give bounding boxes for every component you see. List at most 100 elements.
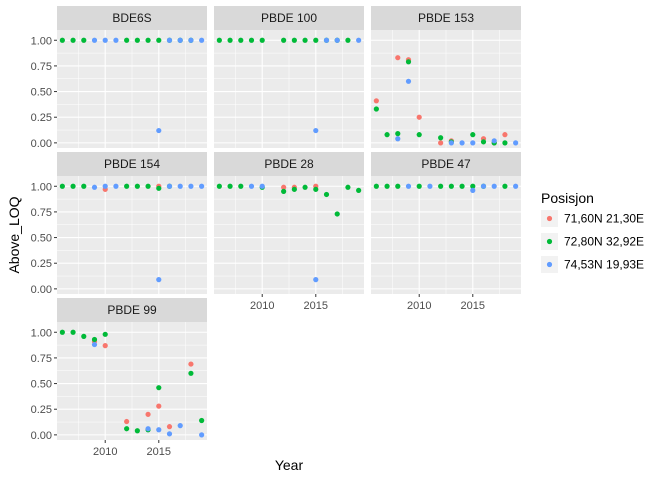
data-point [302, 37, 308, 43]
data-point [145, 426, 151, 432]
data-point [156, 185, 162, 191]
data-point [345, 37, 351, 43]
data-point [416, 114, 422, 120]
data-point [59, 183, 65, 189]
data-point [416, 132, 422, 138]
data-point [145, 183, 151, 189]
data-point [480, 139, 487, 145]
data-point [291, 186, 297, 192]
data-point [199, 37, 205, 43]
data-point [491, 183, 497, 189]
data-point [166, 424, 173, 430]
data-point [102, 331, 108, 337]
data-point [395, 136, 401, 142]
data-point [145, 37, 151, 43]
data-point [313, 186, 319, 192]
y-tick-label: 1.00 [31, 181, 52, 193]
data-point [216, 183, 222, 189]
data-point [227, 37, 233, 43]
legend-key-point [546, 261, 553, 268]
data-point [334, 211, 340, 217]
data-point [188, 37, 194, 43]
data-point [91, 341, 98, 348]
x-tick-label: 2015 [304, 300, 328, 312]
data-point [166, 431, 173, 437]
y-tick-label: 0.25 [31, 112, 52, 124]
x-tick-label: 2015 [461, 300, 485, 312]
data-point [70, 183, 76, 189]
data-point [166, 183, 173, 189]
data-point [448, 183, 454, 189]
legend-entry-label: 74,53N 19,93E [564, 258, 644, 272]
facet-title: PBDE 154 [104, 157, 160, 171]
x-tick-label: 2010 [407, 300, 431, 312]
data-point [470, 132, 476, 138]
data-point [199, 417, 205, 424]
data-point [156, 277, 162, 283]
data-point [384, 132, 390, 138]
data-point [416, 183, 422, 189]
data-point [124, 418, 130, 425]
data-point [438, 135, 444, 141]
data-point [177, 183, 183, 189]
data-point [113, 183, 119, 189]
data-point [156, 385, 162, 391]
data-point [373, 106, 379, 112]
data-point [248, 183, 255, 189]
data-point [373, 183, 379, 189]
y-tick-label: 1.00 [31, 35, 52, 47]
data-point [502, 140, 508, 146]
y-tick-label: 0.25 [31, 404, 52, 416]
facet-strip [57, 152, 207, 176]
y-tick-label: 0.25 [31, 258, 52, 270]
data-point [102, 343, 108, 349]
data-point [281, 37, 287, 43]
data-point [395, 183, 401, 189]
facet-strip [371, 6, 521, 30]
data-point [470, 187, 476, 193]
legend-key-point [546, 215, 553, 222]
y-tick-label: 0.50 [31, 379, 52, 391]
data-point [91, 37, 98, 43]
data-point [70, 329, 76, 335]
data-point [323, 191, 330, 198]
facet-title: BDE6S [112, 11, 151, 25]
data-point [156, 37, 162, 43]
data-point [313, 37, 319, 43]
data-point [188, 183, 194, 189]
data-point [395, 55, 401, 61]
facet-strip [214, 6, 364, 30]
data-point [513, 140, 519, 146]
y-tick-label: 0.50 [31, 233, 52, 245]
data-point [145, 411, 151, 417]
data-point [91, 336, 98, 343]
y-tick-label: 0.00 [31, 430, 52, 442]
data-point [199, 183, 205, 189]
data-point [216, 37, 222, 43]
data-point [238, 183, 244, 189]
data-point [259, 37, 265, 43]
data-point [59, 329, 65, 335]
facet-strip [371, 152, 521, 176]
data-point [502, 183, 508, 189]
data-point [313, 127, 319, 134]
data-point [248, 37, 255, 43]
data-point [395, 131, 401, 137]
data-point [59, 37, 65, 43]
data-point [177, 37, 183, 43]
legend-key-point [546, 238, 553, 245]
data-point [70, 37, 76, 43]
y-tick-label: 0.75 [31, 207, 52, 219]
y-tick-label: 0.75 [31, 353, 52, 365]
y-tick-label: 0.00 [31, 284, 52, 296]
data-point [491, 138, 497, 144]
data-point [502, 132, 508, 138]
data-point [81, 37, 87, 43]
data-point [188, 370, 194, 376]
data-point [199, 432, 205, 438]
x-tick-label: 2010 [250, 300, 274, 312]
data-point [334, 37, 340, 43]
data-point [438, 140, 444, 146]
facet-title: PBDE 28 [264, 157, 314, 171]
data-point [405, 78, 412, 84]
